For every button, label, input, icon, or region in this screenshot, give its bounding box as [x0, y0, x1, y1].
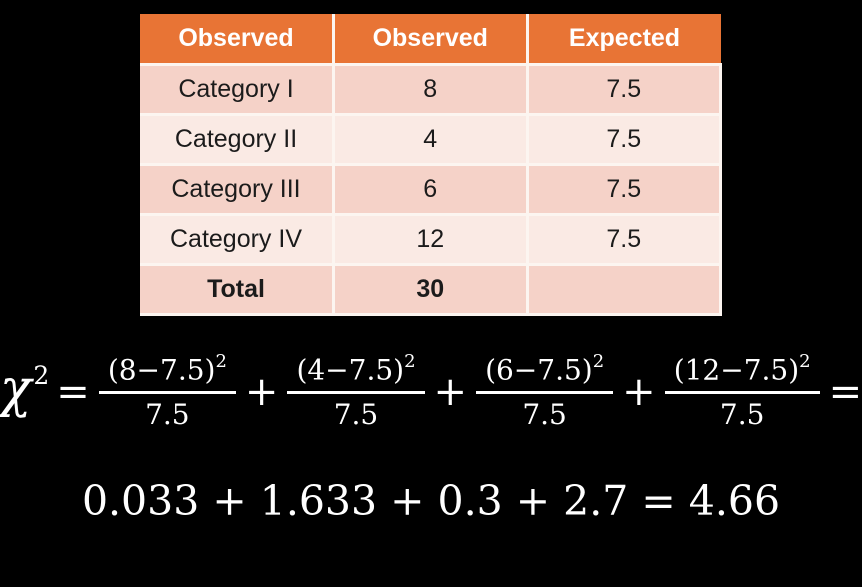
- numerator-base: (12−7.5): [673, 352, 800, 386]
- numerator-exponent: 2: [592, 350, 605, 372]
- category-cell: Category II: [140, 112, 335, 166]
- table-row: Category II 4 7.5: [140, 112, 722, 166]
- fraction-term-2: (4−7.5)2 7.5: [287, 350, 425, 432]
- result-line: 0.033 + 1.633 + 0.3 + 2.7 = 4.66: [81, 477, 781, 526]
- table-row: Category I 8 7.5: [140, 62, 722, 116]
- plus-operator: +: [622, 369, 656, 416]
- table-header-row: Observed Observed Expected: [140, 14, 721, 66]
- equals-sign: =: [56, 369, 90, 416]
- plus-operator: +: [433, 369, 468, 416]
- header-cell-category: Observed: [140, 14, 335, 66]
- chi-square-formula: χ2 = (8−7.5)2 7.5 + (4−7.5)2 7.5 + (6−7.…: [0, 350, 862, 432]
- plus-operator: +: [244, 369, 279, 416]
- denominator: 7.5: [719, 398, 765, 432]
- total-row: Total 30: [140, 262, 722, 316]
- denominator: 7.5: [333, 398, 379, 432]
- fraction-term-4: (12−7.5)2 7.5: [664, 350, 820, 432]
- numerator-base: (6−7.5): [485, 352, 593, 386]
- header-cell-observed: Observed: [332, 14, 529, 66]
- expected-cell: 7.5: [525, 112, 722, 166]
- observed-cell: 4: [332, 112, 529, 166]
- numerator: (6−7.5)2: [476, 350, 614, 395]
- observed-cell: 8: [332, 62, 529, 116]
- fraction-term-3: (6−7.5)2 7.5: [476, 350, 614, 432]
- category-cell: Category III: [140, 162, 335, 216]
- total-expected-cell: [525, 262, 722, 316]
- numerator-exponent: 2: [799, 350, 811, 372]
- expected-cell: 7.5: [525, 212, 722, 266]
- trailing-equals-sign: =: [828, 369, 862, 416]
- chi-squared-symbol: χ2: [0, 361, 50, 415]
- fraction-term-1: (8−7.5)2 7.5: [98, 350, 236, 432]
- numerator: (12−7.5)2: [664, 350, 820, 395]
- observed-cell: 6: [332, 162, 529, 216]
- chi-exponent: 2: [33, 361, 50, 391]
- table-row: Category III 6 7.5: [140, 162, 722, 216]
- header-cell-expected: Expected: [525, 14, 721, 66]
- expected-cell: 7.5: [525, 162, 722, 216]
- numerator: (8−7.5)2: [98, 350, 236, 395]
- numerator-base: (4−7.5): [296, 352, 405, 386]
- denominator: 7.5: [522, 398, 567, 432]
- total-observed-cell: 30: [332, 262, 529, 316]
- observed-cell: 12: [332, 212, 529, 266]
- numerator: (4−7.5)2: [287, 350, 425, 395]
- numerator-exponent: 2: [215, 350, 227, 372]
- chi-square-slide: Observed Observed Expected Category I 8 …: [0, 14, 862, 587]
- category-cell: Category I: [140, 62, 335, 116]
- denominator: 7.5: [145, 398, 190, 432]
- expected-cell: 7.5: [525, 62, 722, 116]
- frequency-table: Observed Observed Expected Category I 8 …: [140, 14, 722, 316]
- chi-symbol: χ: [0, 359, 32, 420]
- category-cell: Category IV: [140, 212, 335, 266]
- total-label-cell: Total: [140, 262, 335, 316]
- table-row: Category IV 12 7.5: [140, 212, 722, 266]
- numerator-base: (8−7.5): [107, 352, 216, 386]
- numerator-exponent: 2: [404, 350, 416, 372]
